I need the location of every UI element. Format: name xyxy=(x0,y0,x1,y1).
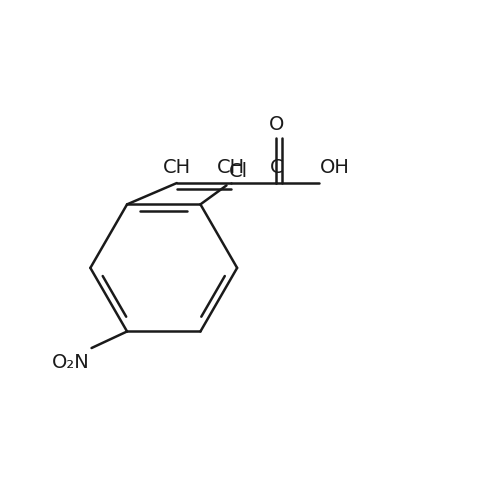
Text: O₂N: O₂N xyxy=(51,353,89,372)
Text: OH: OH xyxy=(320,159,350,177)
Text: CH: CH xyxy=(217,159,245,177)
Text: Cl: Cl xyxy=(229,162,248,181)
Text: O: O xyxy=(269,115,284,134)
Text: CH: CH xyxy=(163,159,191,177)
Text: C: C xyxy=(269,159,283,177)
